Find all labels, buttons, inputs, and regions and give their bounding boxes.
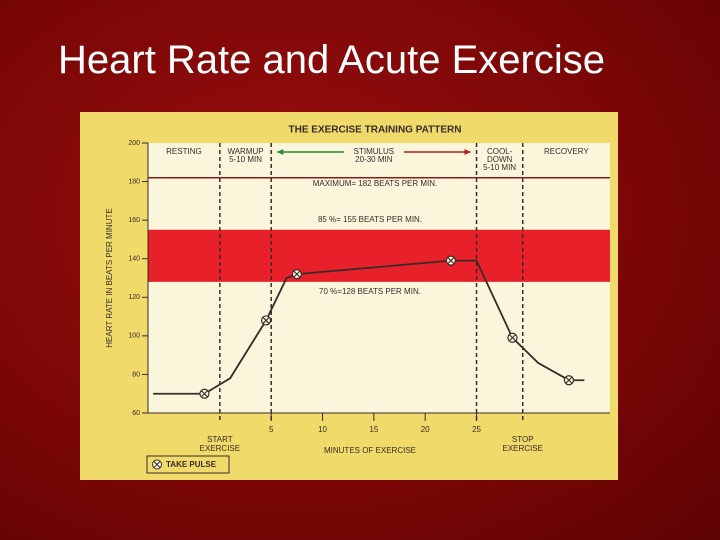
band-label: 85 %= 155 BEATS PER MIN. bbox=[318, 215, 422, 224]
x-tick-label: 10 bbox=[318, 425, 327, 434]
legend-label: TAKE PULSE bbox=[166, 460, 217, 469]
legend-marker-cross bbox=[153, 461, 161, 468]
phase-label: COOL- bbox=[487, 147, 513, 156]
phase-label: WARMUP bbox=[227, 147, 263, 156]
chart-title: THE EXERCISE TRAINING PATTERN bbox=[289, 125, 462, 136]
arrow-head bbox=[464, 149, 471, 155]
legend-box bbox=[146, 455, 230, 474]
slide-title: Heart Rate and Acute Exercise bbox=[58, 38, 605, 82]
phase-label: DOWN bbox=[487, 155, 513, 164]
arrow-head bbox=[277, 149, 284, 155]
y-tick-label: 60 bbox=[132, 410, 140, 417]
pulse-marker bbox=[563, 375, 575, 386]
phase-label: 5-10 MIN bbox=[229, 155, 262, 164]
phase-line-label: STOP bbox=[512, 435, 534, 444]
y-axis-label: HEART RATE IN BEATS PER MINUTE bbox=[105, 208, 114, 347]
x-tick-label: 15 bbox=[369, 425, 378, 434]
phase-label: RESTING bbox=[166, 147, 202, 156]
phase-line-label: EXERCISE bbox=[502, 444, 542, 453]
marker-cross bbox=[509, 334, 516, 342]
target-zone bbox=[148, 229, 610, 282]
marker-cross bbox=[293, 270, 301, 278]
phase-label: STIMULUS bbox=[354, 147, 394, 156]
y-tick-label: 120 bbox=[128, 294, 140, 301]
y-tick-label: 180 bbox=[128, 178, 140, 185]
pulse-marker bbox=[199, 388, 210, 399]
reference-label: MAXIMUM= 182 BEATS PER MIN. bbox=[313, 179, 438, 188]
x-tick-label: 5 bbox=[269, 425, 274, 434]
phase-label: RECOVERY bbox=[544, 147, 589, 156]
pulse-marker bbox=[445, 255, 456, 266]
y-tick-label: 160 bbox=[128, 217, 140, 224]
phase-line-label: EXERCISE bbox=[200, 444, 240, 453]
phase-label: 20-30 MIN bbox=[355, 155, 393, 164]
y-tick-label: 200 bbox=[128, 140, 140, 147]
x-axis-label: MINUTES OF EXERCISE bbox=[324, 446, 416, 455]
pulse-marker bbox=[291, 269, 302, 280]
marker-cross bbox=[447, 257, 455, 265]
pulse-marker bbox=[260, 315, 272, 326]
phase-line-label: START bbox=[207, 435, 233, 444]
marker-cross bbox=[565, 376, 573, 384]
y-tick-label: 100 bbox=[128, 333, 140, 340]
y-tick-label: 80 bbox=[132, 371, 140, 378]
phase-label: 5-10 MIN bbox=[483, 163, 516, 172]
heart-rate-line bbox=[153, 259, 585, 395]
x-tick-label: 20 bbox=[421, 425, 430, 434]
y-tick-label: 140 bbox=[128, 256, 140, 263]
marker-cross bbox=[262, 317, 270, 324]
x-tick-label: 25 bbox=[472, 425, 481, 434]
marker-cross bbox=[201, 390, 208, 398]
band-label: 70 %=128 BEATS PER MIN. bbox=[319, 287, 421, 296]
pulse-marker bbox=[507, 332, 518, 343]
